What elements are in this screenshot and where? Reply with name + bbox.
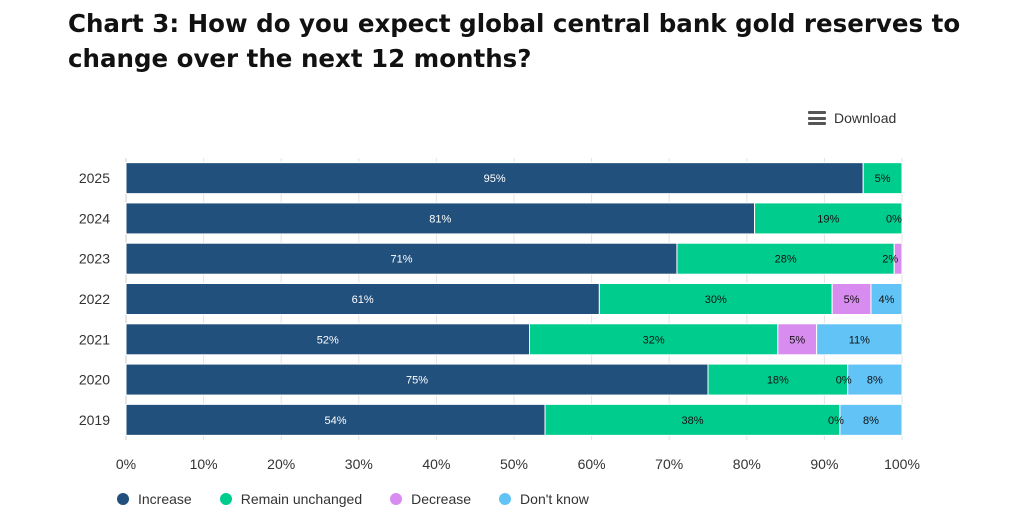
x-tick-label: 70% (655, 456, 683, 472)
bar-segment (125, 403, 546, 436)
legend-item[interactable]: Don't know (499, 491, 589, 507)
data-label: 32% (643, 334, 665, 346)
y-tick-label: 2022 (79, 291, 110, 307)
download-label: Download (834, 110, 897, 126)
x-tick-label: 40% (422, 456, 450, 472)
bar-segment (125, 363, 709, 396)
legend-marker (499, 493, 512, 505)
legend-label: Remain unchanged (240, 491, 363, 507)
y-tick-label: 2020 (79, 372, 110, 388)
bar-segment (125, 162, 864, 195)
bar-segment (529, 323, 779, 356)
bar-segment (707, 363, 849, 396)
data-label: 38% (681, 415, 703, 427)
bar-segment (125, 283, 600, 315)
data-label: 11% (849, 334, 870, 346)
data-label: 19% (817, 213, 839, 225)
x-tick-label: 100% (884, 456, 920, 472)
data-label: 0% (886, 213, 902, 225)
y-tick-label: 2021 (79, 331, 110, 347)
chart-legend: Increase Remain unchanged Decrease Don't kn… (117, 491, 617, 507)
legend-item[interactable]: Remain unchanged (219, 491, 363, 507)
bar-segment (839, 403, 903, 436)
bar-segment (847, 363, 903, 396)
bar-segment (893, 242, 903, 275)
data-label: 2% (882, 254, 898, 266)
x-tick-label: 10% (190, 456, 218, 472)
bar-segment (870, 283, 903, 315)
menu-icon (808, 111, 826, 125)
x-tick-label: 20% (267, 456, 295, 472)
y-tick-label: 2023 (79, 251, 110, 267)
x-tick-label: 50% (500, 456, 528, 472)
data-label: 75% (406, 375, 428, 387)
legend-marker (390, 493, 403, 505)
legend-marker (219, 493, 232, 505)
data-label: 28% (775, 254, 797, 266)
x-tick-label: 80% (733, 456, 761, 472)
data-label: 18% (767, 375, 789, 387)
legend-label: Increase (138, 491, 192, 507)
data-label: 30% (705, 294, 727, 306)
bar-segment (862, 162, 903, 195)
download-button[interactable]: Download (808, 106, 896, 130)
bar-segment (125, 323, 531, 356)
bar-segment (125, 242, 678, 275)
data-label: 5% (875, 173, 891, 185)
data-label: 52% (317, 334, 339, 346)
x-tick-label: 30% (345, 456, 373, 472)
data-label: 0% (828, 415, 844, 427)
bar-segment (125, 202, 756, 235)
legend-item[interactable]: Increase (117, 491, 192, 507)
legend-item[interactable]: Decrease (390, 491, 471, 507)
data-label: 8% (863, 415, 879, 427)
x-tick-label: 90% (810, 456, 838, 472)
y-tick-label: 2024 (79, 210, 110, 226)
data-label: 61% (352, 294, 374, 306)
chart-title: Chart 3: How do you expect global centra… (68, 9, 961, 73)
data-label: 71% (390, 254, 412, 266)
data-label: 0% (836, 375, 852, 387)
x-tick-label: 0% (116, 456, 136, 472)
data-label: 95% (484, 173, 506, 185)
data-label: 81% (429, 213, 451, 225)
x-tick-label: 60% (578, 456, 606, 472)
data-label: 5% (844, 294, 860, 306)
bar-segment (544, 403, 841, 436)
bar-segment (816, 323, 903, 356)
data-label: 5% (789, 334, 805, 346)
data-label: 4% (879, 294, 895, 306)
bar-segment (831, 283, 872, 315)
data-label: 54% (325, 415, 347, 427)
bar-segment (754, 202, 903, 235)
data-label: 8% (867, 375, 883, 387)
legend-label: Don't know (520, 491, 589, 507)
y-tick-label: 2019 (79, 412, 110, 428)
y-tick-label: 2025 (79, 170, 110, 186)
legend-marker (117, 493, 129, 505)
legend-label: Decrease (411, 491, 472, 507)
